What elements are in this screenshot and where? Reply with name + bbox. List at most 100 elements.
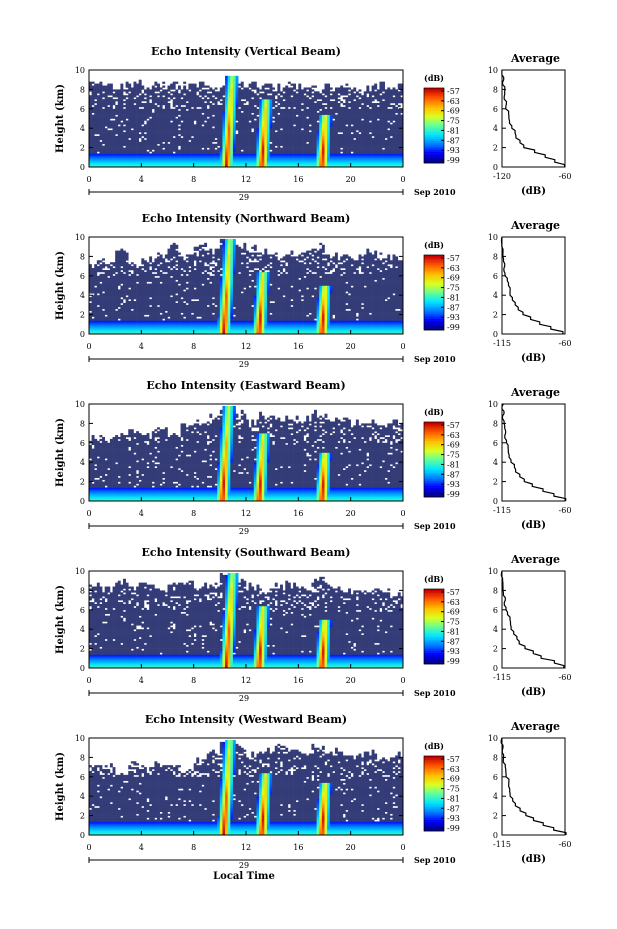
- heatmap-cell: [160, 99, 163, 101]
- heatmap-cell: [387, 93, 390, 95]
- heatmap-cell: [141, 119, 144, 121]
- heatmap-cell: [196, 136, 199, 138]
- heatmap-cell: [256, 153, 259, 155]
- heatmap-cell: [175, 146, 178, 148]
- heatmap-cell: [154, 122, 157, 124]
- heatmap-cell: [351, 136, 354, 138]
- heatmap-cell: [196, 126, 199, 128]
- heatmap-cell: [160, 122, 163, 124]
- heatmap-cell: [353, 132, 356, 134]
- heatmap-cell: [254, 86, 257, 88]
- heatmap-cell: [390, 117, 393, 119]
- heatmap-cell: [340, 113, 343, 115]
- heatmap-cell: [173, 153, 176, 155]
- heatmap-cell: [105, 101, 108, 103]
- heatmap-cell: [262, 150, 265, 152]
- heatmap-cell: [272, 159, 275, 161]
- heatmap-cell: [107, 107, 110, 109]
- heatmap-cell: [353, 111, 356, 113]
- heatmap-cell: [194, 136, 197, 138]
- heatmap-cell: [272, 124, 275, 126]
- heatmap-cell: [264, 89, 267, 91]
- heatmap-cell: [99, 305, 102, 307]
- heatmap-cell: [233, 111, 236, 113]
- heatmap-cell: [188, 122, 191, 124]
- heatmap-cell: [105, 97, 108, 99]
- heatmap-cell: [348, 120, 351, 122]
- heatmap-cell: [254, 126, 257, 128]
- heatmap-cell: [220, 105, 223, 107]
- heatmap-cell: [351, 126, 354, 128]
- heatmap-cell: [94, 272, 97, 274]
- heatmap-cell: [181, 142, 184, 144]
- heatmap-cell: [222, 97, 225, 99]
- heatmap-cell: [107, 155, 110, 157]
- heatmap-cell: [170, 146, 173, 148]
- heatmap-cell: [92, 280, 95, 282]
- heatmap-cell: [332, 155, 335, 157]
- heatmap-cell: [327, 86, 330, 88]
- heatmap-cell: [338, 161, 341, 163]
- heatmap-cell: [241, 105, 244, 107]
- heatmap-cell: [136, 128, 139, 130]
- heatmap-cell: [204, 126, 207, 128]
- heatmap-cell: [369, 113, 372, 115]
- heatmap-cell: [356, 107, 359, 109]
- heatmap-cell: [120, 138, 123, 140]
- heatmap-cell: [162, 130, 165, 132]
- heatmap-cell: [123, 109, 126, 111]
- heatmap-cell: [322, 120, 325, 122]
- heatmap-cell: [133, 146, 136, 148]
- heatmap-cell: [377, 115, 380, 117]
- heatmap-cell: [277, 148, 280, 150]
- heatmap-cell: [204, 91, 207, 93]
- heatmap-cell: [97, 320, 100, 322]
- heatmap-cell: [327, 140, 330, 142]
- heatmap-cell: [317, 146, 320, 148]
- heatmap-cell: [322, 113, 325, 115]
- heatmap-cell: [207, 101, 210, 103]
- heatmap-cell: [267, 86, 270, 88]
- heatmap-cell: [385, 89, 388, 91]
- heatmap-cell: [275, 151, 278, 153]
- heatmap-cell: [374, 115, 377, 117]
- heatmap-cell: [314, 148, 317, 150]
- heatmap-cell: [188, 99, 191, 101]
- heatmap-cell: [212, 150, 215, 152]
- heatmap-cell: [254, 122, 257, 124]
- heatmap-cell: [128, 146, 131, 148]
- heatmap-cell: [157, 103, 160, 105]
- heatmap-cell: [366, 120, 369, 122]
- heatmap-cell: [285, 132, 288, 134]
- heatmap-cell: [327, 115, 330, 117]
- heatmap-cell: [267, 113, 270, 115]
- heatmap-cell: [332, 95, 335, 97]
- heatmap-cell: [194, 117, 197, 119]
- heatmap-cell: [228, 146, 231, 148]
- heatmap-cell: [311, 101, 314, 103]
- heatmap-cell: [191, 134, 194, 136]
- heatmap-cell: [280, 150, 283, 152]
- heatmap-cell: [149, 126, 152, 128]
- heatmap-cell: [254, 95, 257, 97]
- heatmap-cell: [319, 105, 322, 107]
- heatmap-cell: [157, 146, 160, 148]
- heatmap-cell: [162, 136, 165, 138]
- heatmap-cell: [233, 76, 236, 78]
- heatmap-cell: [136, 86, 139, 88]
- heatmap-cell: [390, 95, 393, 97]
- heatmap-cell: [99, 299, 102, 301]
- heatmap-cell: [264, 138, 267, 140]
- heatmap-cell: [168, 148, 171, 150]
- heatmap-cell: [194, 109, 197, 111]
- heatmap-cell: [165, 146, 168, 148]
- heatmap-cell: [382, 155, 385, 157]
- heatmap-cell: [379, 117, 382, 119]
- heatmap-cell: [259, 155, 262, 157]
- heatmap-cell: [238, 97, 241, 99]
- heatmap-cell: [228, 80, 231, 82]
- heatmap-cell: [228, 86, 231, 88]
- heatmap-cell: [275, 117, 278, 119]
- heatmap-cell: [160, 87, 163, 89]
